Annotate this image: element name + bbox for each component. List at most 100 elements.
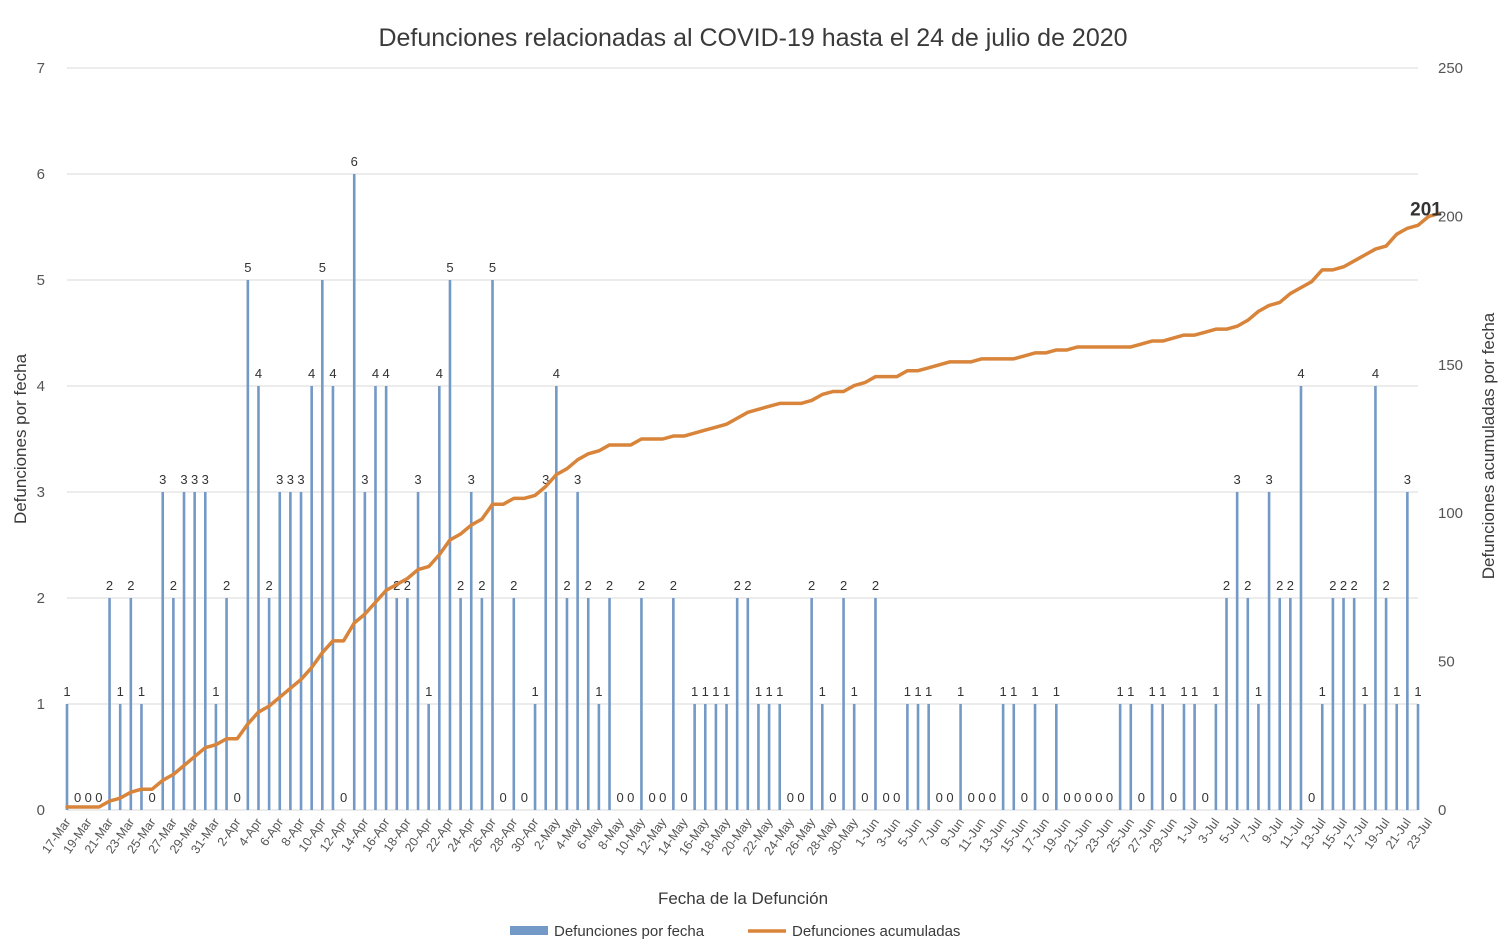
bar-data-label: 1 bbox=[1000, 684, 1007, 699]
bar-data-label: 2 bbox=[840, 578, 847, 593]
bar-data-label: 2 bbox=[808, 578, 815, 593]
bar bbox=[703, 704, 707, 810]
bar-data-label: 0 bbox=[148, 790, 155, 805]
bar-data-label: 2 bbox=[606, 578, 613, 593]
bar bbox=[363, 492, 367, 810]
bar bbox=[1055, 704, 1058, 810]
bar bbox=[65, 704, 69, 810]
bar bbox=[1225, 598, 1228, 810]
bar-data-label: 1 bbox=[1010, 684, 1017, 699]
bar-data-label: 3 bbox=[191, 472, 198, 487]
bar-data-label: 1 bbox=[1031, 684, 1038, 699]
bar bbox=[352, 174, 356, 810]
bar-data-label: 0 bbox=[617, 790, 624, 805]
bar-data-label: 1 bbox=[1117, 684, 1124, 699]
bar bbox=[448, 280, 452, 810]
bar-data-label: 3 bbox=[574, 472, 581, 487]
bar-data-label: 2 bbox=[170, 578, 177, 593]
bar bbox=[1012, 704, 1016, 810]
bar-data-label: 5 bbox=[319, 260, 326, 275]
bar-data-label: 0 bbox=[340, 790, 347, 805]
bar bbox=[1320, 704, 1324, 810]
y-left-tick-label: 2 bbox=[37, 590, 45, 607]
bar bbox=[778, 704, 782, 810]
bar bbox=[118, 704, 122, 810]
bar bbox=[874, 598, 877, 810]
bar-data-label: 3 bbox=[180, 472, 187, 487]
bar-data-label: 2 bbox=[1329, 578, 1336, 593]
bar-data-label: 2 bbox=[744, 578, 751, 593]
bar-data-label: 0 bbox=[74, 790, 81, 805]
bar-data-label: 2 bbox=[638, 578, 645, 593]
bar bbox=[544, 492, 548, 810]
bar bbox=[193, 492, 196, 810]
bar-data-label: 3 bbox=[297, 472, 304, 487]
bar-data-label: 2 bbox=[404, 578, 411, 593]
bar-data-label: 0 bbox=[1021, 790, 1028, 805]
bar bbox=[140, 704, 143, 810]
bar-data-label: 1 bbox=[712, 684, 719, 699]
bar bbox=[916, 704, 920, 810]
bar bbox=[1416, 704, 1420, 810]
y-axis-left-ticks: 0 1 2 3 4 5 6 7 bbox=[37, 60, 45, 819]
bar-data-label: 1 bbox=[925, 684, 932, 699]
bar-data-label: 3 bbox=[1404, 472, 1411, 487]
bar bbox=[1257, 704, 1260, 810]
bar-data-label: 3 bbox=[202, 472, 209, 487]
bar-data-label: 2 bbox=[734, 578, 741, 593]
x-tick-label: 3-Jul bbox=[1195, 816, 1222, 846]
bar-data-label: 1 bbox=[425, 684, 432, 699]
bar bbox=[810, 598, 813, 810]
y-left-tick-label: 0 bbox=[37, 802, 45, 819]
bar-data-label: 3 bbox=[1234, 472, 1241, 487]
bar bbox=[852, 704, 856, 810]
bar bbox=[203, 492, 207, 810]
bar bbox=[1267, 492, 1271, 810]
y-right-tick-label: 50 bbox=[1438, 654, 1455, 671]
bar bbox=[1374, 386, 1377, 810]
bar-data-label: 1 bbox=[691, 684, 698, 699]
bar bbox=[714, 704, 718, 810]
bar bbox=[1331, 598, 1335, 810]
y-axis-right-label: Defunciones acumuladas por fecha bbox=[1479, 312, 1498, 579]
x-tick-label: 7-Jul bbox=[1238, 816, 1265, 846]
bar-data-label: 0 bbox=[648, 790, 655, 805]
bar-data-label: 0 bbox=[500, 790, 507, 805]
bar-data-label: 1 bbox=[904, 684, 911, 699]
bar-data-label: 0 bbox=[1063, 790, 1070, 805]
bar-data-label: 2 bbox=[1382, 578, 1389, 593]
bar bbox=[459, 598, 462, 810]
bar-data-label: 3 bbox=[468, 472, 475, 487]
bar-data-label: 1 bbox=[765, 684, 772, 699]
bar bbox=[1352, 598, 1356, 810]
gridlines bbox=[67, 67, 1418, 811]
bar-data-label: 3 bbox=[159, 472, 166, 487]
legend-bar-swatch bbox=[510, 926, 548, 935]
bar bbox=[1033, 704, 1037, 810]
bar-data-label: 4 bbox=[1297, 366, 1304, 381]
y-right-tick-label: 200 bbox=[1438, 208, 1463, 225]
bar bbox=[406, 598, 409, 810]
bar-data-label: 0 bbox=[627, 790, 634, 805]
bar bbox=[321, 280, 324, 810]
bar-data-label: 3 bbox=[361, 472, 368, 487]
bar bbox=[1161, 704, 1164, 810]
bar bbox=[1246, 598, 1250, 810]
bar-data-label: 1 bbox=[1191, 684, 1198, 699]
chart-title: Defunciones relacionadas al COVID-19 has… bbox=[378, 24, 1127, 52]
y-left-tick-label: 3 bbox=[37, 484, 45, 501]
x-axis-ticks: 17-Mar19-Mar21-Mar23-Mar25-Mar27-Mar29-M… bbox=[39, 815, 1435, 858]
legend-line-label: Defunciones acumuladas bbox=[792, 923, 960, 940]
bar-data-label: 0 bbox=[1106, 790, 1113, 805]
bar bbox=[1214, 704, 1218, 810]
bar bbox=[735, 598, 739, 810]
bar-data-label: 0 bbox=[680, 790, 687, 805]
bar-data-label: 2 bbox=[872, 578, 879, 593]
bar bbox=[225, 598, 228, 810]
bar-data-label: 3 bbox=[276, 472, 283, 487]
bar-data-label: 0 bbox=[787, 790, 794, 805]
bar-data-label: 3 bbox=[542, 472, 549, 487]
bar-data-label: 5 bbox=[244, 260, 251, 275]
